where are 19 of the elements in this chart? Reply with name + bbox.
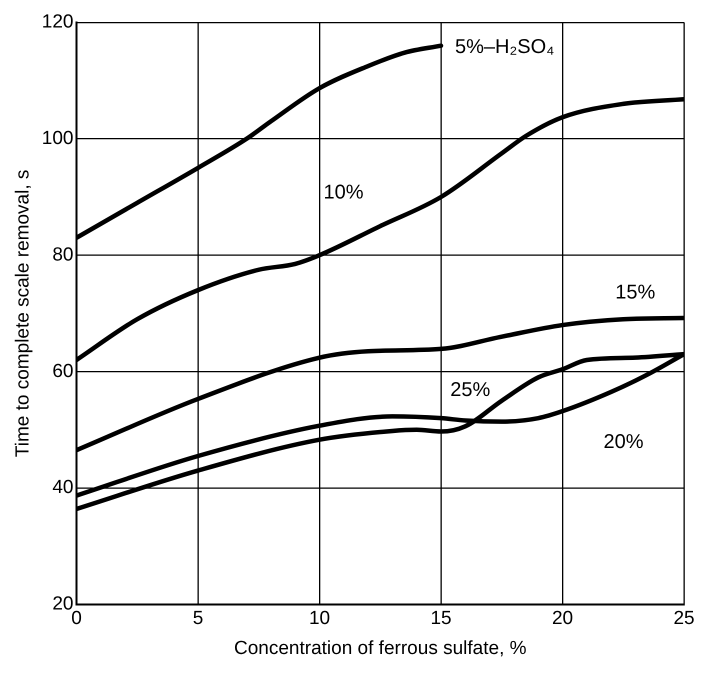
y-tick-label: 60 — [52, 360, 74, 382]
x-tick-label: 0 — [71, 608, 82, 630]
x-tick-label: 10 — [308, 608, 330, 630]
x-axis-title: Concentration of ferrous sulfate, % — [234, 638, 527, 659]
x-tick-label: 15 — [430, 608, 452, 630]
x-tick-label: 25 — [673, 608, 695, 630]
y-tick-label: 40 — [52, 477, 74, 498]
y-axis-title: Time to complete scale removal, s — [12, 170, 34, 458]
y-tick-label: 80 — [52, 244, 74, 266]
y-tick-label: 100 — [42, 128, 74, 150]
series-label: 5%–H₂SO₄ — [455, 36, 554, 58]
y-tick-label: 20 — [52, 594, 74, 615]
series-label: 15% — [615, 282, 656, 304]
x-tick-label: 20 — [552, 608, 574, 630]
series-label: 10% — [323, 182, 364, 204]
y-tick-label: 120 — [42, 12, 74, 33]
x-tick-label: 5 — [192, 608, 204, 630]
series-label: 20% — [604, 431, 644, 454]
series-label: 25% — [450, 378, 491, 401]
